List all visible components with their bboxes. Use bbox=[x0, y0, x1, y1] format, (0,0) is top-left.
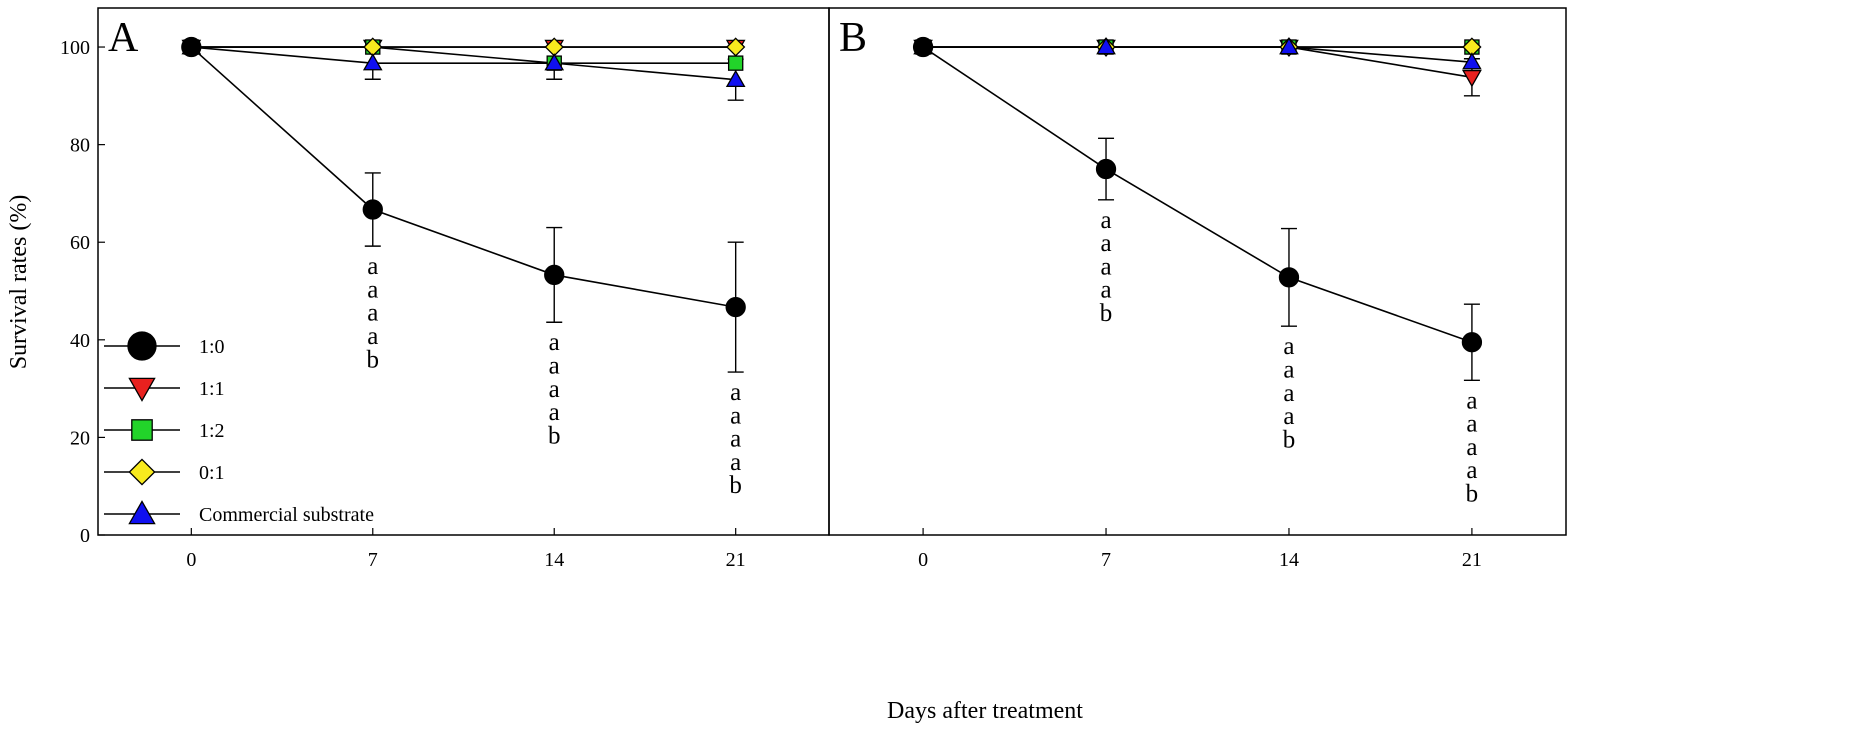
panel-b-point-1-0 bbox=[912, 36, 934, 58]
panel-a-significance-letter: a bbox=[730, 402, 741, 429]
panel-b-line-1-0 bbox=[922, 46, 1473, 344]
y-tick-label: 40 bbox=[70, 330, 90, 352]
panel-a-point-1-0 bbox=[544, 264, 565, 286]
panel-a-significance-letter: a bbox=[730, 426, 741, 453]
panel-b-significance-letter: a bbox=[1100, 277, 1111, 304]
panel-b-significance-letter: a bbox=[1466, 387, 1477, 414]
x-tick-label: 21 bbox=[1462, 549, 1482, 571]
panel-a-line-commercial-substrate bbox=[191, 46, 736, 81]
panel-b-significance-letter: a bbox=[1466, 457, 1477, 484]
panel-a-significance-letter: a bbox=[549, 353, 560, 380]
panel-b-significance-letter: a bbox=[1283, 403, 1294, 430]
x-tick-label: 7 bbox=[368, 549, 378, 571]
y-axis-title: Survival rates (%) bbox=[6, 195, 32, 370]
panel-b-point-1-0 bbox=[1278, 267, 1300, 288]
panel-b-label: B bbox=[839, 15, 867, 61]
legend-label-1-1: 1:1 bbox=[199, 378, 225, 400]
panel-b-point-commercial-substrate bbox=[1096, 37, 1116, 55]
legend-label-commercial-substrate: Commercial substrate bbox=[199, 504, 374, 526]
y-tick-label: 20 bbox=[70, 427, 90, 449]
panel-a-point-1-0 bbox=[181, 36, 202, 58]
chart-frame: 0 20 40 60 80 100 0 7 14 21 A 0 7 14 21 B bbox=[60, 7, 1567, 571]
panel-b-significance-letter: a bbox=[1283, 380, 1294, 407]
x-axis-title: Days after treatment bbox=[887, 698, 1083, 724]
panel-b-significance-letter: b bbox=[1466, 481, 1479, 508]
x-tick-label: 7 bbox=[1101, 549, 1111, 571]
panel-b-point-commercial-substrate bbox=[1279, 37, 1299, 55]
panel-b-line-1-1 bbox=[923, 46, 1473, 79]
x-tick-label: 14 bbox=[1279, 549, 1299, 571]
panel-a-frame bbox=[97, 7, 830, 536]
x-tick-label: 0 bbox=[918, 549, 928, 571]
panel-a-line-1-2 bbox=[191, 46, 736, 64]
x-tick-label: 21 bbox=[726, 549, 746, 571]
panel-b-significance-letter: a bbox=[1466, 434, 1477, 461]
panel-a-point-0-1 bbox=[726, 37, 746, 57]
panel-b-point-1-0 bbox=[1461, 332, 1483, 353]
panel-b-significance-letter: a bbox=[1100, 207, 1111, 234]
panel-a-point-1-0 bbox=[362, 199, 383, 220]
y-tick-label: 60 bbox=[70, 232, 90, 254]
panel-a-significance-letter: a bbox=[367, 253, 378, 280]
panel-a-significance-letter: a bbox=[367, 323, 378, 350]
panel-a-significance-letter: a bbox=[730, 379, 741, 406]
panel-b-point-1-1 bbox=[1462, 70, 1482, 88]
legend-marker-commercial-substrate bbox=[128, 500, 156, 525]
panel-b-significance-letter: b bbox=[1283, 426, 1296, 453]
panel-a-significance-letter: b bbox=[548, 422, 561, 449]
panel-a-point-1-0 bbox=[725, 296, 746, 318]
panel-b-line-commercial-substrate bbox=[923, 46, 1472, 63]
y-tick-label: 0 bbox=[80, 525, 90, 547]
panel-b-significance-letter: a bbox=[1283, 333, 1294, 360]
panel-a-label: A bbox=[108, 15, 139, 61]
legend-label-1-0: 1:0 bbox=[199, 336, 225, 358]
panel-a-point-commercial-substrate bbox=[362, 53, 383, 71]
y-tick-label: 80 bbox=[70, 135, 90, 157]
panel-a-point-commercial-substrate bbox=[725, 69, 746, 88]
legend-marker-0-1 bbox=[128, 458, 156, 486]
x-tick-label: 0 bbox=[186, 549, 196, 571]
panel-a-significance-letter: b bbox=[367, 346, 380, 373]
panel-a-line-1-0 bbox=[190, 46, 736, 308]
legend-marker-1-0 bbox=[127, 331, 157, 361]
panel-b-significance-letter: a bbox=[1466, 411, 1477, 438]
panel-a-significance-letter: a bbox=[549, 376, 560, 403]
legend-label-0-1: 0:1 bbox=[199, 462, 225, 484]
y-tick-label: 100 bbox=[60, 37, 90, 59]
legend-marker-1-1 bbox=[128, 377, 156, 402]
panel-b-significance-letter: a bbox=[1283, 356, 1294, 383]
panel-a-significance-letter: a bbox=[549, 399, 560, 426]
panel-a-significance-letter: a bbox=[367, 300, 378, 327]
panel-a-significance-letter: a bbox=[367, 276, 378, 303]
panel-b-significance-letter: b bbox=[1100, 300, 1113, 327]
panel-b-significance-letter: a bbox=[1100, 230, 1111, 257]
series-lines bbox=[190, 46, 1473, 344]
legend-marker-1-2 bbox=[131, 419, 153, 441]
panel-b-frame bbox=[828, 7, 1567, 536]
series-markers bbox=[181, 36, 1483, 353]
panel-b-significance-letter: a bbox=[1100, 253, 1111, 280]
x-tick-label: 14 bbox=[544, 549, 564, 571]
panel-a-significance-letter: a bbox=[549, 329, 560, 356]
panel-a-point-commercial-substrate bbox=[544, 53, 565, 71]
panel-b-point-commercial-substrate bbox=[1462, 52, 1482, 70]
panel-a-significance-letter: a bbox=[730, 449, 741, 476]
legend-label-1-2: 1:2 bbox=[199, 420, 225, 442]
error-bars bbox=[364, 46, 1480, 382]
panel-b-point-1-0 bbox=[1095, 158, 1117, 180]
panel-a-point-1-2 bbox=[727, 55, 744, 71]
panel-a-significance-letter: b bbox=[729, 472, 742, 499]
legend: 1:0 1:1 1:2 0:1 Commercial substrate bbox=[104, 331, 374, 526]
